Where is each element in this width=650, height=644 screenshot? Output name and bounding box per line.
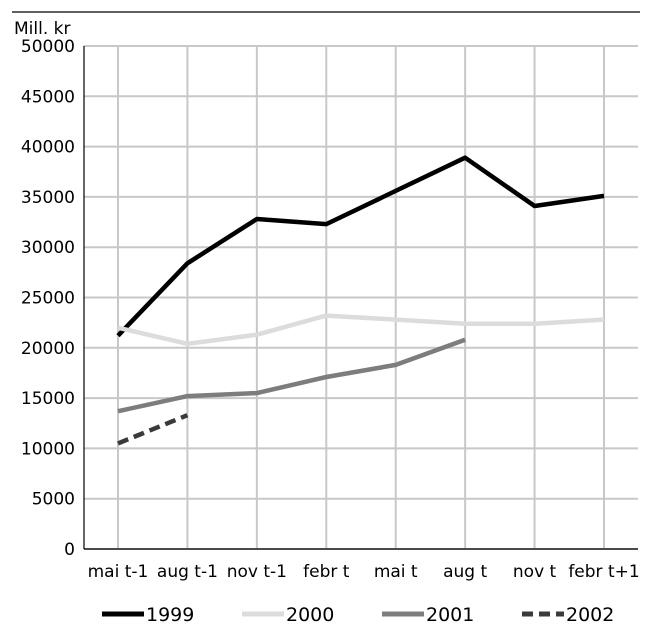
y-tick-label: 15000 xyxy=(21,389,75,409)
series-line-2001 xyxy=(117,337,466,414)
x-tick-label: aug t-1 xyxy=(157,562,218,582)
x-tick-labels: mai t-1 aug t-1 nov t-1 febr t mai t aug t nov… xyxy=(88,562,640,582)
legend-label-2001: 2001 xyxy=(426,604,474,626)
grid xyxy=(83,45,638,550)
x-tick-label: mai t-1 xyxy=(88,562,149,582)
y-tick-label: 10000 xyxy=(21,439,75,459)
y-tick-label: 35000 xyxy=(21,188,75,208)
y-tick-label: 45000 xyxy=(21,87,75,107)
series-line-2000 xyxy=(117,313,605,347)
legend-label-2002: 2002 xyxy=(566,604,614,626)
x-tick-label: febr t xyxy=(303,562,350,582)
legend-label-1999: 1999 xyxy=(146,604,194,626)
y-tick-label: 5000 xyxy=(32,490,75,510)
series-line-1999 xyxy=(116,155,605,338)
y-axis-label: Mill. kr xyxy=(14,19,70,39)
x-tick-label: febr t+1 xyxy=(568,562,639,582)
y-tick-label: 25000 xyxy=(21,289,75,309)
legend: 1999 2000 2001 2002 xyxy=(102,604,614,626)
series-line-2002 xyxy=(117,413,189,446)
x-tick-label: aug t xyxy=(443,562,487,582)
x-tick-label: nov t-1 xyxy=(227,562,287,582)
y-tick-labels: 0 5000 10000 15000 20000 25000 30000 35000 40000… xyxy=(21,37,75,560)
y-tick-label: 20000 xyxy=(21,339,75,359)
y-tick-label: 30000 xyxy=(21,238,75,258)
legend-label-2000: 2000 xyxy=(286,604,334,626)
series-lines xyxy=(116,155,605,446)
y-tick-label: 0 xyxy=(64,540,75,560)
x-tick-label: nov t xyxy=(513,562,557,582)
x-tick-label: mai t xyxy=(374,562,418,582)
y-tick-label: 50000 xyxy=(21,37,75,57)
y-tick-label: 40000 xyxy=(21,138,75,158)
